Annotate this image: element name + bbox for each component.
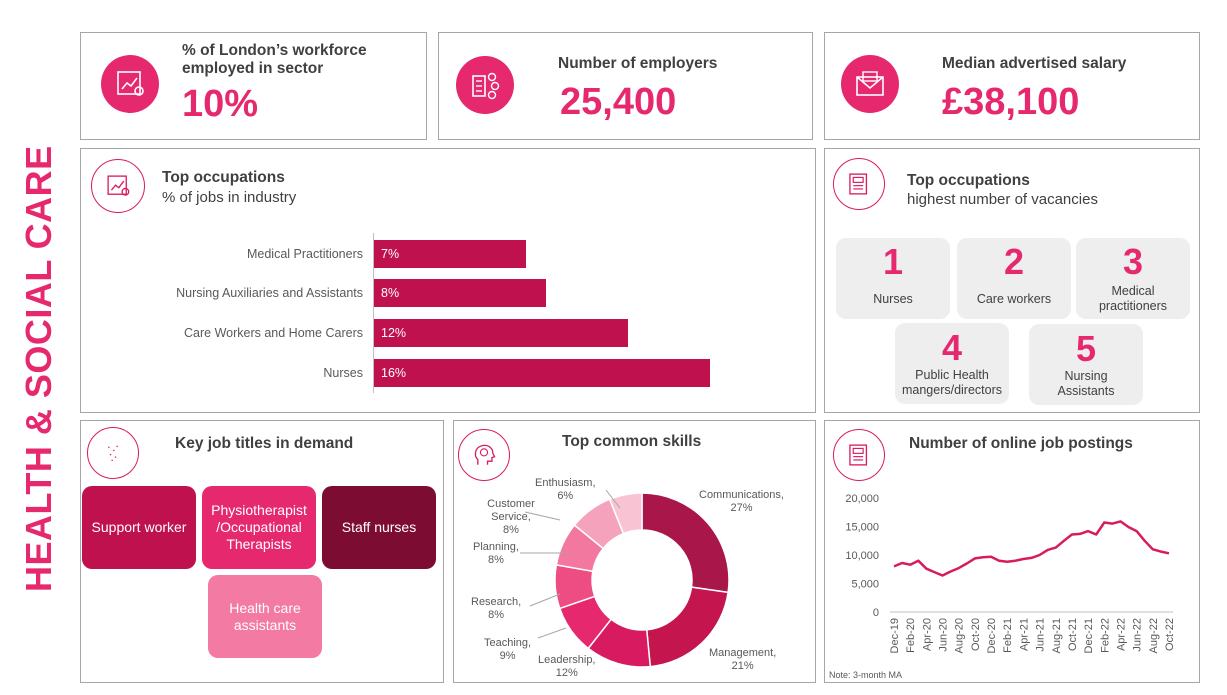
skill-label-planning: Planning, 8% — [473, 541, 519, 566]
vacancy-rank-3: 3 Medical practitioners — [1076, 238, 1190, 319]
postings-panel: Number of online job postings — [824, 420, 1200, 683]
skills-title: Top common skills — [562, 433, 702, 450]
occupation-category-label: Medical Practitioners — [246, 247, 363, 261]
skill-label-management: Management, 21% — [709, 647, 777, 672]
job-title-label: Staff nurses — [341, 519, 417, 535]
occupations-axis-line — [373, 233, 374, 393]
building-people-icon — [456, 56, 514, 114]
vacancy-rank-4: 4 Public Health mangers/directors — [895, 323, 1009, 404]
top-occupations-subtitle: % of jobs in industry — [162, 189, 297, 206]
job-title-label: Health care assistants — [229, 599, 301, 633]
job-title-card: Physiotherapist /Occupational Therapists — [202, 486, 316, 569]
presentation-chart-icon — [91, 159, 145, 213]
top-occupations-title: Top occupations — [162, 169, 285, 186]
vacancy-rank-label: Care workers — [976, 292, 1052, 306]
job-title-card: Support worker — [82, 486, 196, 569]
top-vacancies-title: Top occupations — [907, 172, 1030, 189]
kpi-workforce-value: 10% — [182, 83, 259, 125]
vacancy-rank-number: 3 — [1122, 241, 1144, 282]
vacancy-rank-2: 2 Care workers — [957, 238, 1071, 319]
occupation-bar: 8% — [374, 279, 546, 307]
skill-label-research: Research, 8% — [471, 596, 522, 621]
vacancy-rank-label: Public Health mangers/directors — [901, 368, 1003, 397]
kpi-salary-value: £38,100 — [942, 81, 1080, 123]
occupation-bar-value-label: 16% — [381, 366, 407, 380]
presentation-chart-icon — [101, 55, 159, 113]
occupation-category-label: Nurses — [323, 366, 363, 380]
occupation-category-label: Nursing Auxiliaries and Assistants — [176, 286, 363, 300]
occupation-bar-value-label: 8% — [381, 286, 400, 300]
occupation-bar: 7% — [374, 240, 526, 268]
vacancy-rank-label: Medical practitioners — [1098, 284, 1168, 313]
kpi-workforce-panel: % of London’s workforce employed in sect… — [80, 32, 427, 140]
vacancy-rank-number: 5 — [1075, 328, 1097, 369]
job-title-card: Health care assistants — [208, 575, 322, 658]
postings-title: Number of online job postings — [909, 435, 1133, 452]
newspaper-icon — [833, 158, 885, 210]
occupation-bar: 16% — [374, 359, 710, 387]
kpi-salary-title: Median advertised salary — [942, 55, 1127, 72]
occupation-bar: 12% — [374, 319, 628, 347]
kpi-employers-panel: Number of employers 25,400 — [438, 32, 813, 140]
job-titles-title: Key job titles in demand — [175, 435, 354, 452]
vacancy-rank-number: 2 — [1003, 241, 1025, 282]
occupation-bar-value-label: 7% — [381, 247, 400, 261]
job-title-label: Physiotherapist /Occupational Therapists — [211, 502, 307, 552]
skill-label-leadership: Leadership, 12% — [538, 654, 596, 679]
vacancy-rank-label: Nurses — [873, 292, 913, 306]
vacancy-rank-label: Nursing Assistants — [1057, 369, 1115, 398]
skill-label-customer-service: Customer Service, 8% — [487, 498, 535, 536]
vacancy-rank-5: 5 Nursing Assistants — [1029, 324, 1143, 405]
kpi-employers-title: Number of employers — [558, 55, 718, 72]
job-title-label: Support worker — [91, 519, 187, 535]
skill-label-communications: Communications, 27% — [699, 489, 784, 514]
sparkle-icon — [87, 427, 139, 479]
skill-label-enthusiasm: Enthusiasm, 6% — [535, 477, 596, 502]
top-vacancies-subtitle: highest number of vacancies — [907, 191, 1098, 208]
postings-note: Note: 3-month MA — [829, 670, 903, 680]
occupation-category-label: Care Workers and Home Carers — [184, 326, 363, 340]
skill-label-teaching: Teaching, 9% — [484, 637, 532, 662]
kpi-employers-value: 25,400 — [560, 81, 677, 123]
page-title: HEALTH & SOCIAL CARE — [18, 145, 59, 592]
vacancy-rank-number: 1 — [882, 241, 904, 282]
envelope-money-icon — [841, 55, 899, 113]
occupation-bar-value-label: 12% — [381, 326, 407, 340]
brain-head-icon — [458, 429, 510, 481]
newspaper-icon — [833, 429, 885, 481]
job-title-card: Staff nurses — [322, 486, 436, 569]
vacancy-rank-1: 1 Nurses — [836, 238, 950, 319]
kpi-workforce-title: % of London’s workforce employed in sect… — [182, 42, 367, 77]
vacancy-rank-number: 4 — [941, 327, 963, 368]
kpi-salary-panel: Median advertised salary £38,100 — [824, 32, 1200, 140]
